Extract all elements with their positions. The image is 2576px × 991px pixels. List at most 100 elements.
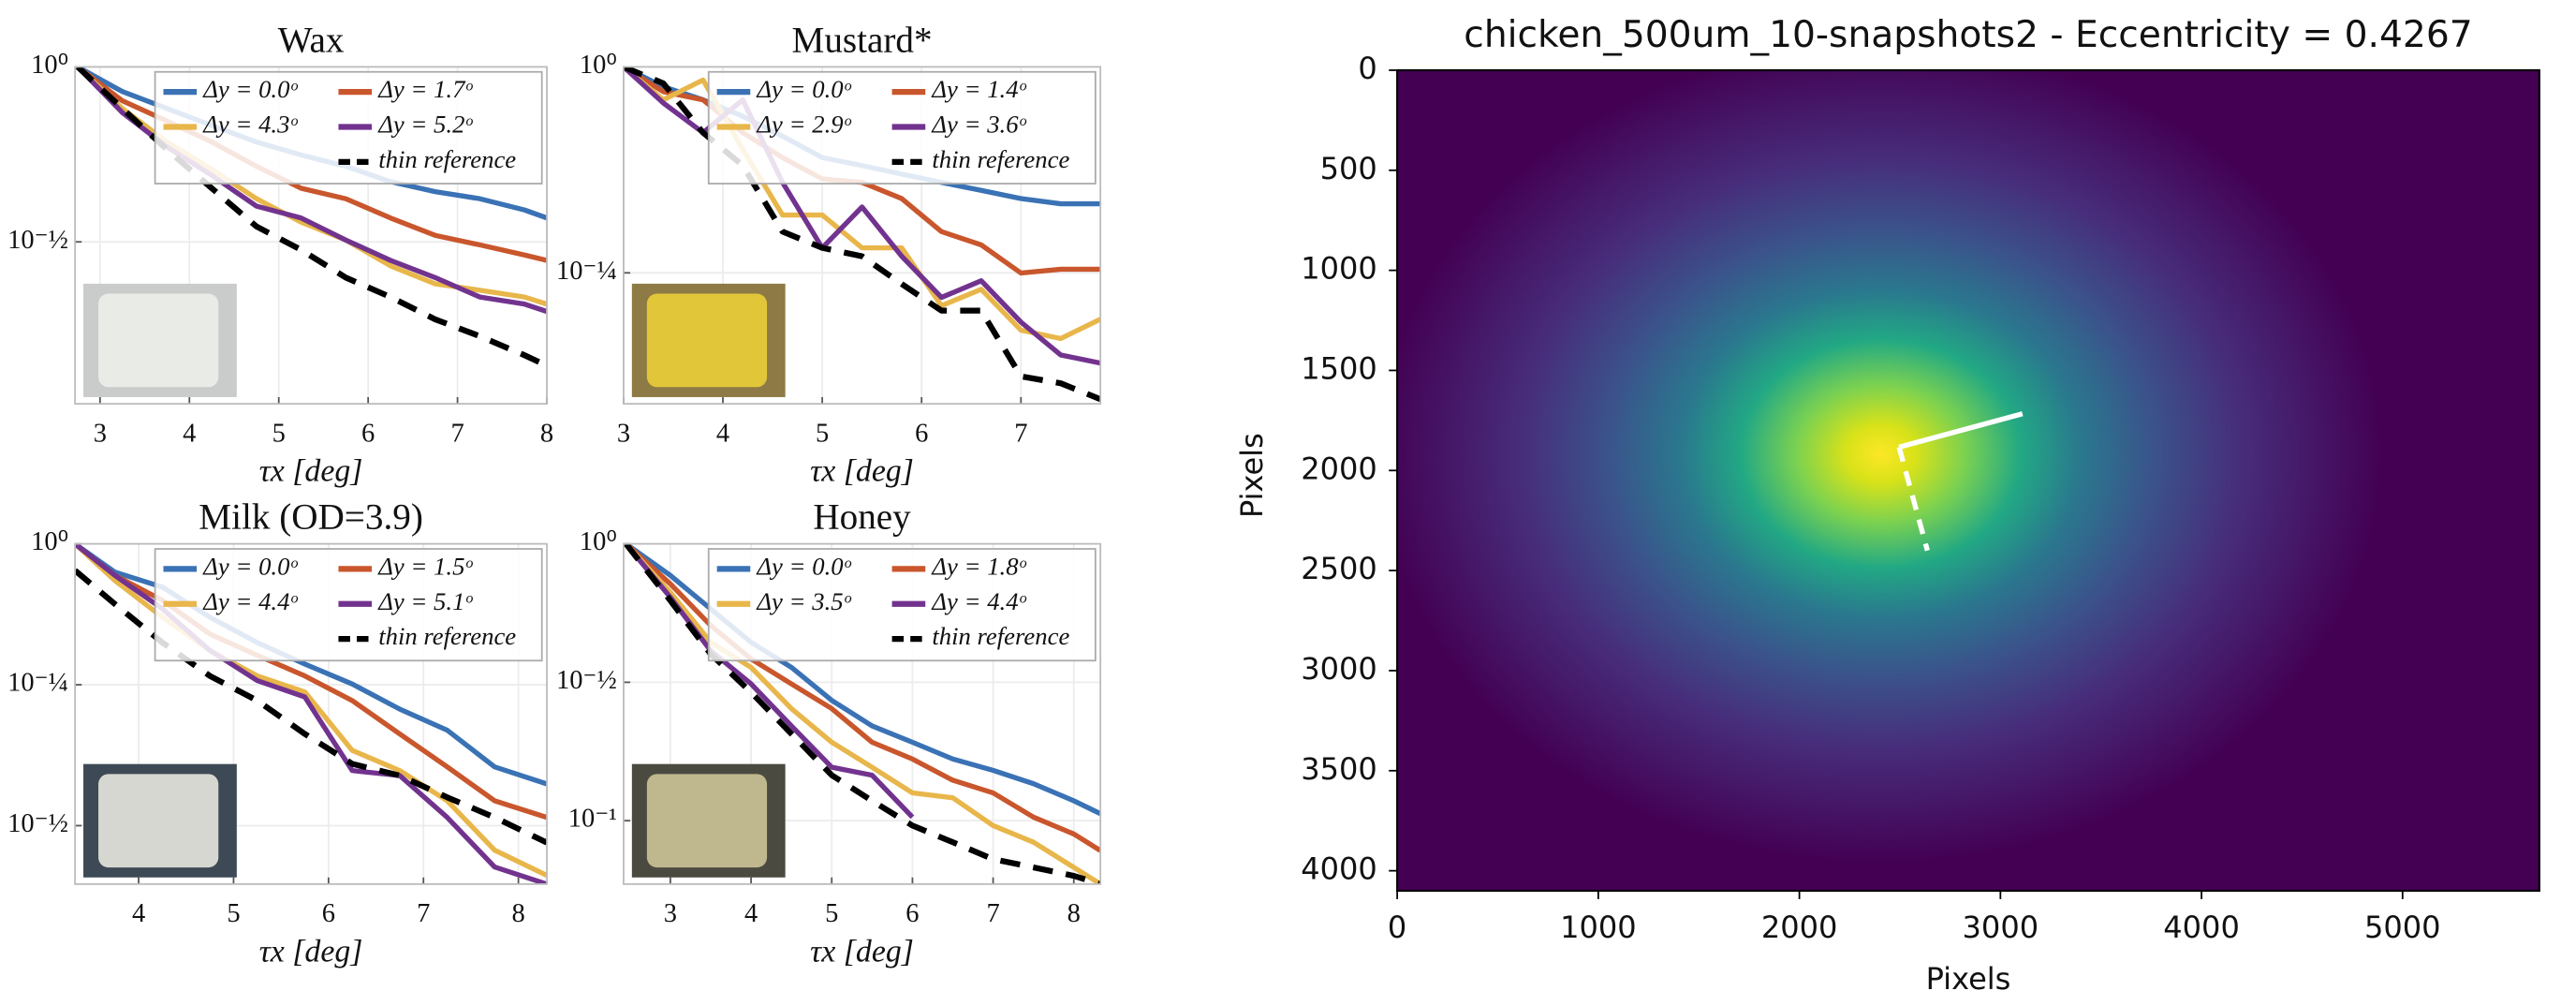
x-tick-label: 5 bbox=[825, 899, 838, 928]
inset-photo-sample bbox=[98, 293, 219, 388]
plot-frame bbox=[623, 542, 1102, 885]
y-tick-label: 4000 bbox=[1301, 851, 1377, 887]
y-tick-label: 10⁻½ bbox=[556, 666, 617, 695]
legend-label: Δy = 2.9ᵒ bbox=[756, 111, 851, 139]
x-tick-label: 4 bbox=[132, 899, 145, 928]
x-tick-label: 7 bbox=[450, 419, 464, 448]
legend-label: Δy = 0.0ᵒ bbox=[202, 552, 298, 580]
y-tick-label: 10⁰ bbox=[580, 527, 617, 556]
y-tick-label: 3500 bbox=[1301, 751, 1377, 787]
legend-label: thin reference bbox=[932, 145, 1069, 173]
y-tick-label: 500 bbox=[1320, 151, 1377, 186]
legend-label: Δy = 1.7ᵒ bbox=[377, 75, 473, 103]
line-chart: 3 4 5 6 7 8 10⁰ 10⁻½ Δy = 0.0ᵒ Δy = 1.7ᵒ Δy = 4.3ᵒ… bbox=[7, 20, 553, 488]
y-tick-label: 10⁻½ bbox=[7, 226, 68, 255]
x-tick-label: 3 bbox=[664, 899, 677, 928]
x-tick-label: 3000 bbox=[1963, 910, 2039, 945]
y-tick-label: 10⁻½ bbox=[7, 809, 68, 838]
x-tick-label: 4 bbox=[716, 419, 729, 448]
y-tick-label: 10⁰ bbox=[580, 51, 617, 80]
inset-photo-sample bbox=[646, 293, 768, 388]
x-tick-label: 4 bbox=[183, 419, 196, 448]
x-tick-label: 6 bbox=[361, 419, 375, 448]
legend-label: Δy = 0.0ᵒ bbox=[756, 552, 851, 580]
x-tick-label: 3 bbox=[617, 419, 630, 448]
legend-label: Δy = 0.0ᵒ bbox=[202, 75, 298, 103]
x-tick-label: 7 bbox=[1014, 419, 1027, 448]
line-chart: 3 4 5 6 7 10⁰ 10⁻¼ Δy = 0.0ᵒ Δy = 1.4ᵒ Δy = 2.9ᵒ Δ… bbox=[556, 20, 1102, 489]
series-line bbox=[75, 543, 548, 879]
legend-label: Δy = 5.2ᵒ bbox=[377, 111, 473, 139]
y-tick-label: 2000 bbox=[1301, 451, 1377, 486]
inset-photo-sample bbox=[646, 774, 768, 868]
y-tick-label: 2500 bbox=[1301, 551, 1377, 586]
legend-label: Δy = 4.4ᵒ bbox=[202, 587, 298, 615]
legend-label: Δy = 4.4ᵒ bbox=[931, 587, 1026, 615]
series-line bbox=[623, 67, 1101, 342]
x-tick-label: 0 bbox=[1388, 910, 1406, 945]
x-axis-label: τx [deg] bbox=[810, 454, 914, 489]
x-tick-label: 3 bbox=[94, 419, 107, 448]
legend-label: Δy = 5.1ᵒ bbox=[377, 587, 473, 615]
chart-title: Milk (OD=3.9) bbox=[199, 497, 423, 538]
y-tick-label: 10⁰ bbox=[31, 527, 68, 556]
x-tick-label: 8 bbox=[1067, 899, 1081, 928]
chart-title: chicken_500um_10-snapshots2 - Eccentrici… bbox=[1464, 14, 2472, 56]
y-tick-label: 3000 bbox=[1301, 651, 1377, 687]
plot-frame bbox=[74, 66, 548, 405]
chart-title: Mustard* bbox=[792, 20, 933, 60]
legend-label: Δy = 1.5ᵒ bbox=[377, 552, 473, 580]
legend-label: Δy = 3.5ᵒ bbox=[756, 587, 851, 615]
inset-photo-sample bbox=[98, 774, 219, 868]
y-tick-label: 0 bbox=[1358, 51, 1376, 86]
series-line bbox=[75, 543, 548, 884]
legend-label: thin reference bbox=[378, 145, 516, 173]
x-tick-label: 4 bbox=[744, 899, 758, 928]
legend-label: Δy = 1.8ᵒ bbox=[931, 552, 1026, 580]
heatmap-image bbox=[1397, 69, 2539, 891]
series-line bbox=[623, 67, 1101, 403]
x-tick-label: 6 bbox=[322, 899, 335, 928]
y-axis-label: Pixels bbox=[1234, 433, 1270, 518]
series-line bbox=[75, 568, 548, 846]
chart-title: Wax bbox=[278, 20, 345, 60]
x-tick-label: 6 bbox=[905, 899, 919, 928]
legend-label: Δy = 4.3ᵒ bbox=[202, 111, 298, 139]
y-tick-label: 1000 bbox=[1301, 251, 1377, 287]
legend-label: Δy = 0.0ᵒ bbox=[756, 75, 851, 103]
y-tick-label: 10⁻¹ bbox=[568, 805, 617, 834]
legend-label: thin reference bbox=[932, 622, 1069, 650]
x-tick-label: 5 bbox=[227, 899, 240, 928]
heatmap-chart: 0 1000 2000 3000 4000 5000 0 500 1000 1500 2000 250… bbox=[1234, 14, 2540, 991]
x-tick-label: 8 bbox=[540, 419, 553, 448]
plot-frame bbox=[74, 542, 548, 885]
y-tick-label: 10⁰ bbox=[31, 51, 68, 80]
minor-axis-line bbox=[1896, 446, 1930, 552]
x-axis-label: τx [deg] bbox=[259, 934, 363, 969]
intensity-blob bbox=[1397, 69, 2381, 863]
x-tick-label: 4000 bbox=[2163, 910, 2240, 945]
x-tick-label: 5 bbox=[272, 419, 286, 448]
line-chart: 4 5 6 7 8 10⁰ 10⁻¼ 10⁻½ Δy = 0.0ᵒ Δy = 1.5ᵒ Δy = 4… bbox=[7, 497, 548, 969]
legend-label: Δy = 1.4ᵒ bbox=[931, 75, 1026, 103]
x-axis-label: Pixels bbox=[1926, 961, 2011, 991]
x-tick-label: 7 bbox=[417, 899, 430, 928]
x-tick-label: 5000 bbox=[2364, 910, 2441, 945]
x-tick-label: 5 bbox=[816, 419, 829, 448]
legend-label: thin reference bbox=[378, 622, 516, 650]
x-axis-label: τx [deg] bbox=[810, 934, 914, 969]
series-line bbox=[75, 543, 548, 787]
x-axis-label: τx [deg] bbox=[259, 454, 363, 489]
series-line bbox=[75, 543, 548, 821]
legend-label: Δy = 3.6ᵒ bbox=[931, 111, 1026, 139]
y-tick-label: 10⁻¼ bbox=[7, 669, 68, 698]
x-tick-label: 1000 bbox=[1560, 910, 1637, 945]
y-tick-label: 10⁻¼ bbox=[556, 257, 617, 286]
plot-frame bbox=[623, 66, 1102, 405]
chart-title: Honey bbox=[813, 497, 911, 538]
line-chart: 3 4 5 6 7 8 10⁰ 10⁻½ 10⁻¹ Δy = 0.0ᵒ Δy = 1.8ᵒ Δy = … bbox=[556, 497, 1102, 969]
x-tick-label: 6 bbox=[915, 419, 928, 448]
x-tick-label: 7 bbox=[986, 899, 999, 928]
plot-frame bbox=[1396, 68, 2540, 893]
